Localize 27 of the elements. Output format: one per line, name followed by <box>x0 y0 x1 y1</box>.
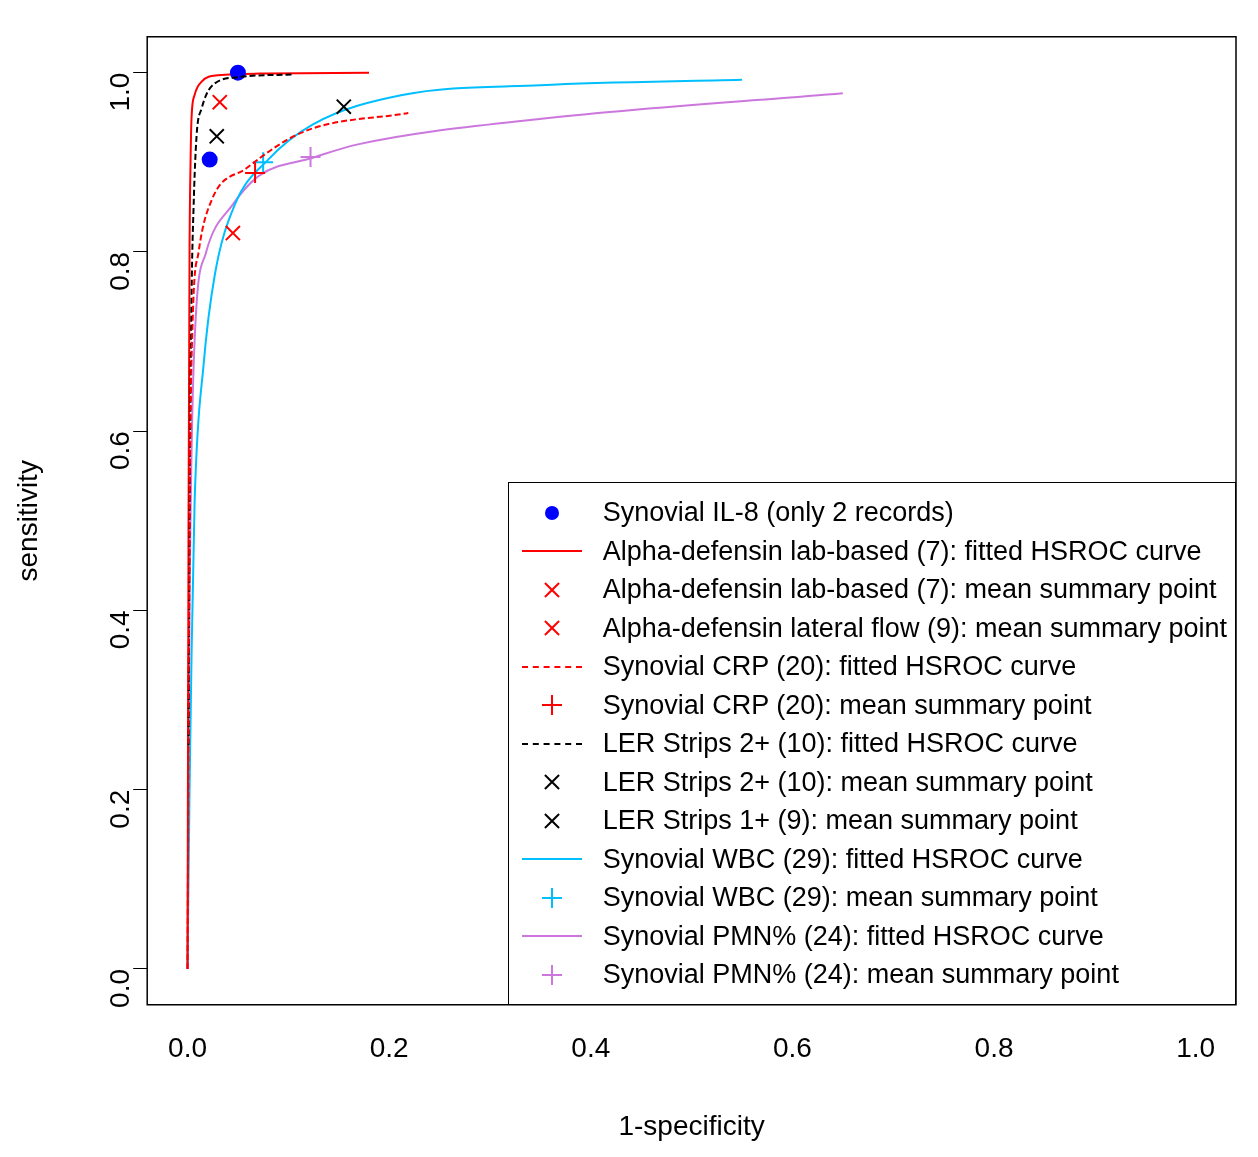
legend-label: Alpha-defensin lab-based (7): mean summary point <box>602 574 1217 606</box>
legend-label: Synovial PMN% (24): mean summary point <box>602 959 1119 991</box>
legend-label: Synovial PMN% (24): fitted HSROC curve <box>602 920 1104 952</box>
y-tick-label: 0.8 <box>103 251 135 291</box>
y-tick-label: 0.0 <box>103 968 135 1008</box>
x-tick-label: 0.8 <box>974 1032 1014 1064</box>
legend-label: Synovial WBC (29): fitted HSROC curve <box>602 843 1083 875</box>
y-axis-title: sensitivity <box>11 460 43 582</box>
x-axis-title: 1-specificity <box>618 1109 765 1141</box>
y-tick-label: 1.0 <box>103 72 135 112</box>
x-tick-label: 0.6 <box>772 1032 812 1064</box>
legend-label: LER Strips 2+ (10): fitted HSROC curve <box>602 728 1078 760</box>
x-tick-label: 1.0 <box>1176 1032 1216 1064</box>
x-tick-label: 0.2 <box>369 1032 409 1064</box>
legend-label: Synovial CRP (20): mean summary point <box>602 689 1092 721</box>
legend-label: Alpha-defensin lab-based (7): fitted HSROC curve <box>602 535 1202 567</box>
y-tick-label: 0.4 <box>103 610 135 650</box>
legend-label: Synovial CRP (20): fitted HSROC curve <box>602 651 1077 683</box>
y-tick-label: 0.6 <box>103 431 135 471</box>
y-tick-label: 0.2 <box>103 789 135 829</box>
x-tick-label: 0.4 <box>571 1032 611 1064</box>
legend-label: LER Strips 1+ (9): mean summary point <box>602 805 1078 837</box>
legend-label: Alpha-defensin lateral flow (9): mean summary point <box>602 612 1227 644</box>
legend-label: Synovial IL-8 (only 2 records) <box>602 497 954 529</box>
legend-label: Synovial WBC (29): mean summary point <box>602 882 1098 914</box>
legend-label: LER Strips 2+ (10): mean summary point <box>602 766 1093 798</box>
x-tick-label: 0.0 <box>168 1032 207 1064</box>
